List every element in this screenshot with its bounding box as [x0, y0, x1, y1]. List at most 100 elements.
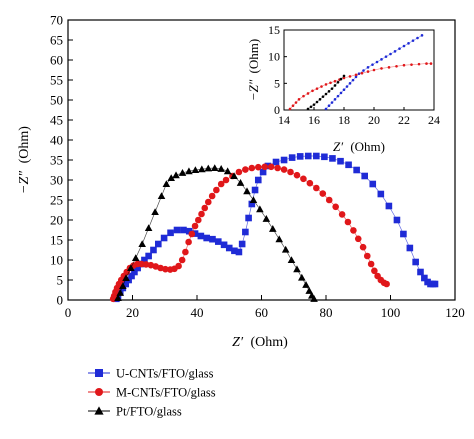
y-tick-label: 5 [57, 273, 64, 288]
x-tick-label: 120 [445, 305, 465, 320]
data-point [300, 175, 307, 183]
series-2 [109, 163, 390, 303]
data-point [431, 280, 439, 288]
data-point [367, 260, 375, 268]
data-point [251, 186, 259, 194]
data-point [302, 281, 310, 288]
data-point [223, 167, 232, 175]
series-line [112, 166, 387, 299]
data-point [173, 226, 181, 234]
inset-data-point [387, 66, 391, 69]
series-3 [114, 164, 318, 302]
data-point [198, 210, 205, 218]
data-point [313, 152, 320, 160]
inset-axis-ticks: 14 16 18 20 22 24 0 5 10 15 [268, 23, 440, 127]
legend-label: Pt/FTO/glass [116, 405, 182, 419]
data-point [281, 245, 290, 253]
legend-marker [95, 388, 103, 396]
inset-data-point [348, 82, 352, 85]
inset-data-point [407, 42, 410, 45]
data-point [268, 225, 277, 232]
data-point [406, 244, 414, 252]
y-tick-label: 20 [50, 213, 63, 228]
legend-label: M-CNTs/FTO/glass [116, 386, 216, 400]
data-point [280, 166, 288, 173]
inset-data-point [360, 71, 364, 75]
data-point [287, 168, 294, 176]
inset-data-point [297, 98, 301, 101]
series-1 [113, 152, 439, 303]
data-point [191, 222, 199, 230]
data-point [231, 247, 238, 255]
data-point [344, 218, 352, 226]
y-tick-label: 10 [50, 253, 63, 268]
data-point [127, 264, 135, 272]
data-point [383, 280, 390, 288]
main-axis-ticks: 0 20 40 60 80 100 1200510152025303540455055606… [50, 13, 465, 321]
y-tick-label: 65 [50, 33, 63, 48]
inset-data-point [420, 34, 424, 37]
inset-data-point [324, 83, 328, 86]
data-point [144, 224, 153, 232]
data-point [254, 176, 262, 184]
data-point [172, 171, 180, 179]
y-tick-label: 60 [50, 53, 63, 68]
data-point [225, 244, 233, 252]
inset-data-point [294, 101, 298, 104]
inset-y-tick-label: 0 [274, 103, 280, 117]
inset-data-point [384, 55, 388, 58]
inset-data-point [372, 68, 376, 72]
data-point [213, 186, 220, 194]
data-point [310, 295, 318, 302]
data-point [191, 166, 200, 174]
inset-data-point [395, 64, 398, 68]
data-point [145, 252, 152, 260]
inset-data-point [315, 87, 319, 90]
data-point [254, 163, 262, 171]
data-point [150, 246, 157, 254]
legend-label: U-CNTs/FTO/glass [116, 367, 214, 381]
data-point [242, 166, 249, 173]
data-point [236, 179, 245, 186]
y-tick-label: 15 [50, 233, 63, 248]
inset-data-point [306, 92, 310, 95]
data-point [180, 226, 187, 234]
data-point [185, 167, 193, 175]
y-tick-label: 70 [50, 13, 63, 28]
inset-data-point [336, 94, 340, 98]
inset-x-tick-label: 22 [398, 113, 410, 127]
inset-data-point [371, 63, 374, 66]
legend: U-CNTs/FTO/glass M-CNTs/FTO/glass Pt/FTO/g… [88, 367, 216, 419]
y-tick-label: 35 [50, 153, 63, 168]
inset-data-point [429, 62, 433, 65]
data-point [134, 264, 141, 272]
data-point [230, 172, 238, 180]
inset-data-point [411, 39, 415, 42]
y-tick-label: 50 [50, 93, 63, 108]
data-point [267, 163, 275, 171]
inset-plot-frame [283, 29, 435, 111]
data-point [235, 168, 243, 176]
inset-y-tick-label: 10 [268, 50, 280, 64]
data-point [167, 229, 174, 237]
x-tick-label: 0 [65, 305, 72, 320]
inset-y-axis-label-unit: (Ohm) [246, 39, 261, 74]
data-point [259, 168, 267, 176]
y-tick-label: 30 [50, 173, 63, 188]
inset-x-tick-label: 20 [368, 113, 380, 127]
data-point [235, 248, 243, 256]
data-point [345, 161, 352, 169]
data-point [393, 216, 401, 224]
data-point [353, 166, 360, 174]
data-point [210, 164, 219, 172]
data-point [264, 162, 272, 170]
data-point [412, 258, 419, 266]
data-point [319, 190, 327, 197]
inset-data-point [318, 98, 322, 101]
data-point [417, 268, 424, 276]
data-point [204, 198, 212, 206]
data-point [162, 265, 169, 273]
data-point [329, 155, 336, 162]
data-point [122, 280, 130, 288]
